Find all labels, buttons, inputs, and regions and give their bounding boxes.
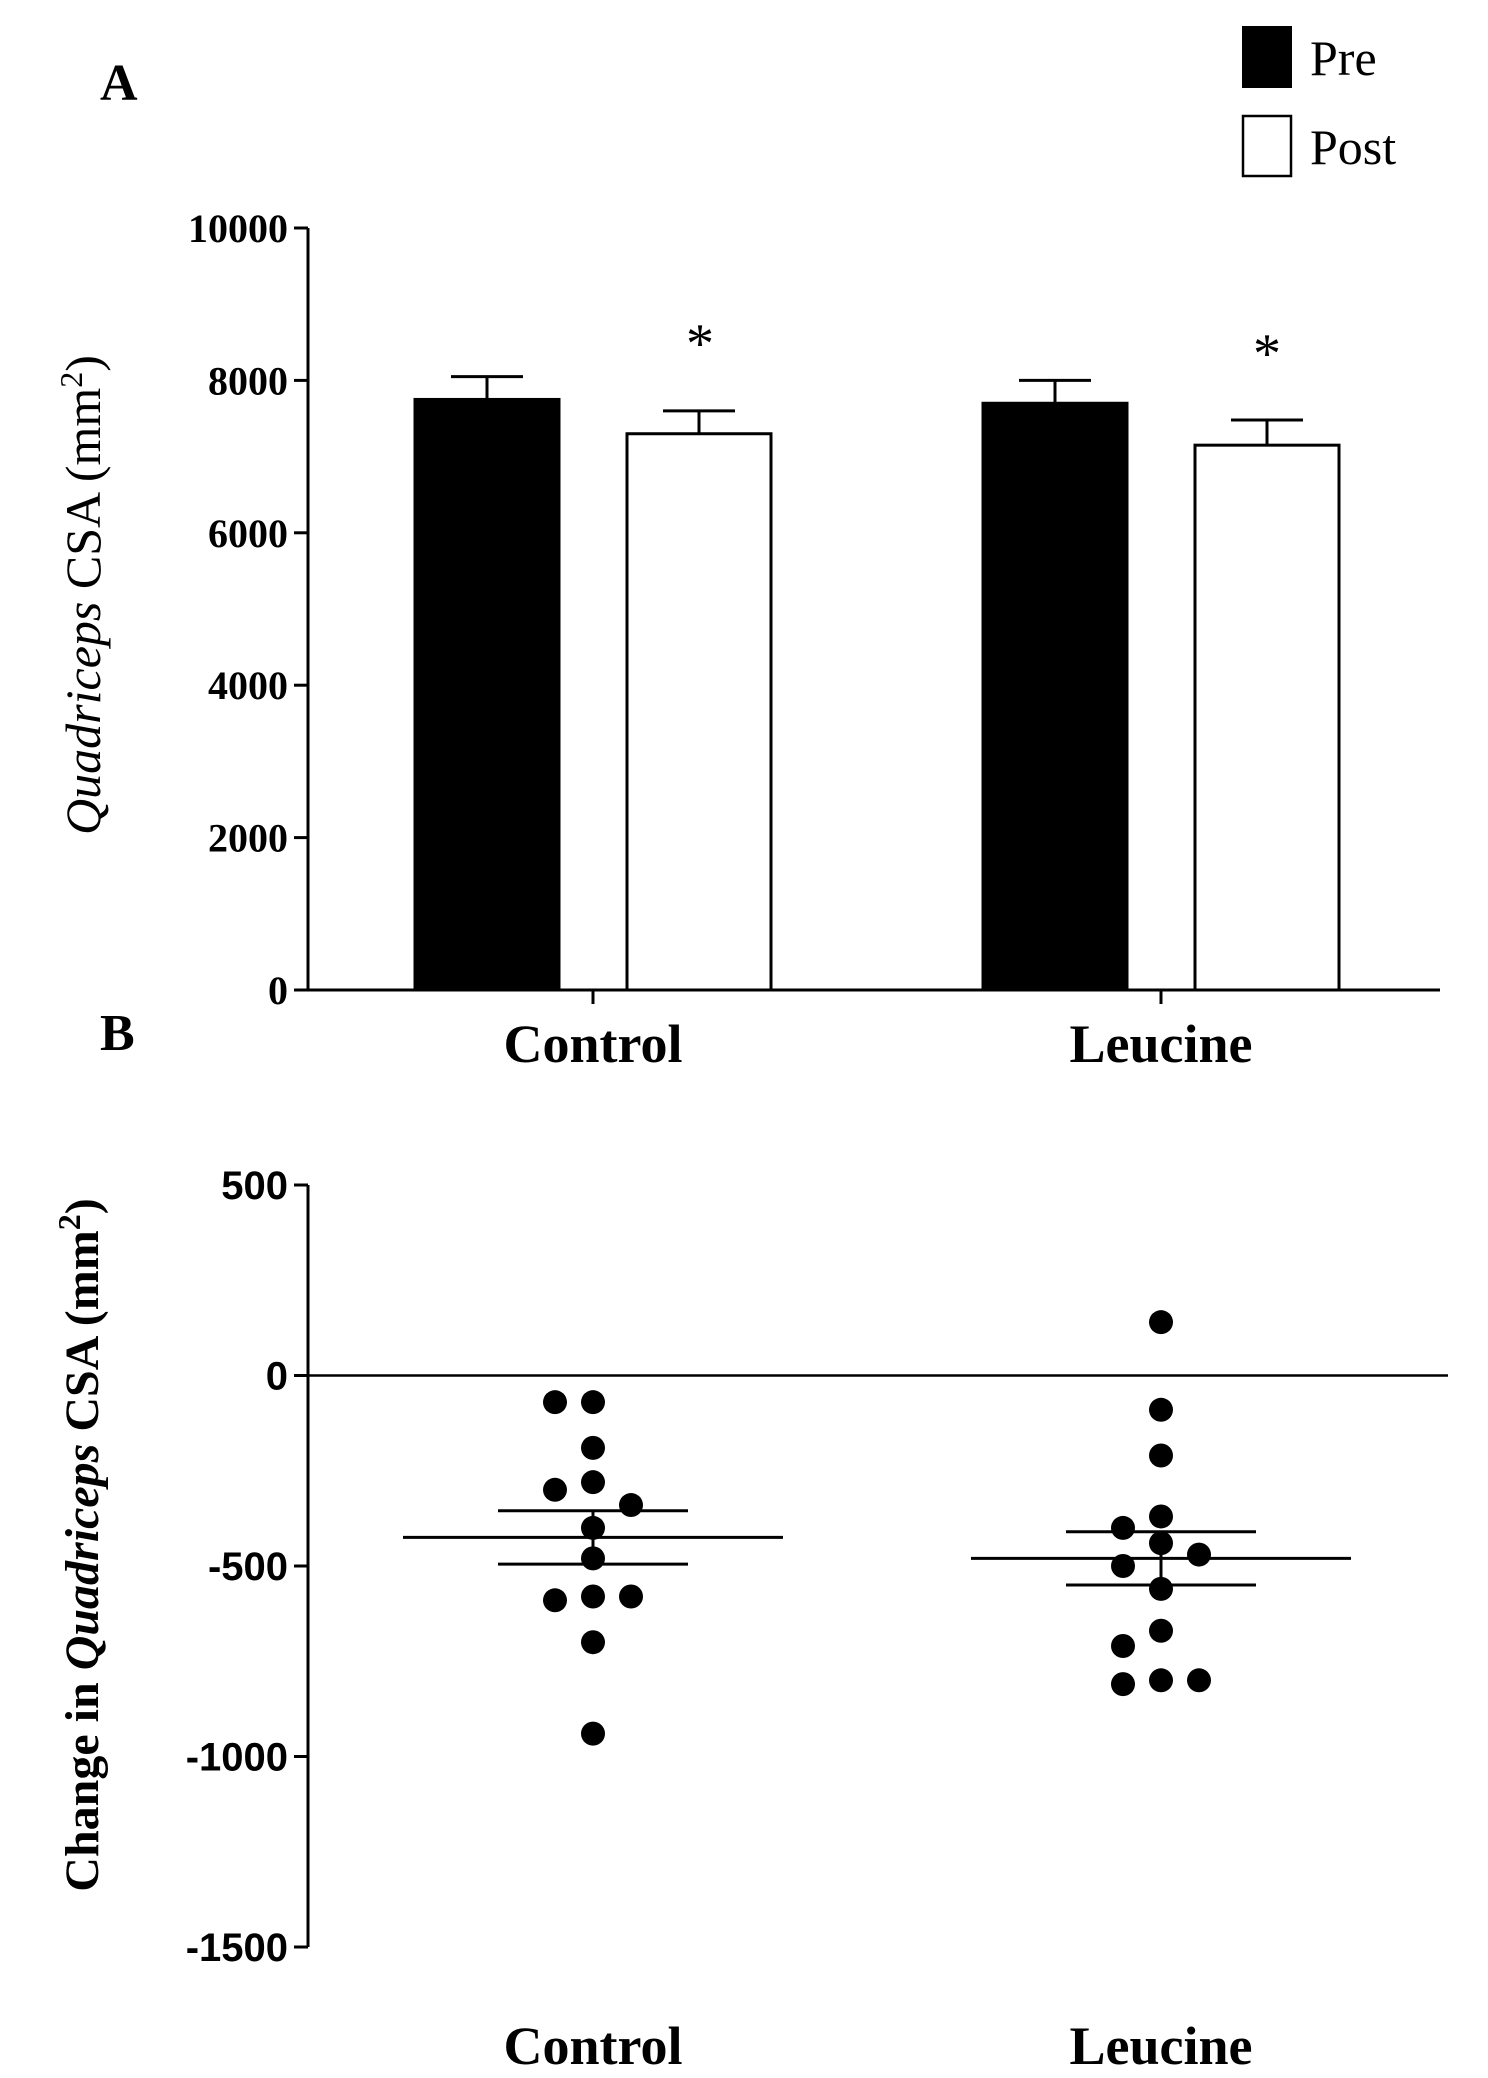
panel-b-point-control	[619, 1493, 643, 1518]
panel-b-category-control: Control	[503, 2016, 682, 2076]
legend-swatch-pre	[1242, 26, 1292, 88]
panel-b-point-control	[543, 1477, 567, 1502]
panel-b-point-leucine	[1149, 1443, 1173, 1468]
panel-b-y-ticks: 500 0 -500 -1000 -1500	[186, 1164, 308, 1970]
panel-a-category-leucine: Leucine	[1070, 1014, 1253, 1074]
panel-a-y-ticks: 0 2000 4000 6000 8000 10000	[188, 206, 308, 1013]
panel-b-point-control	[581, 1390, 605, 1415]
panel-b-ytick-label: -500	[208, 1545, 288, 1589]
panel-a-ytick-label: 8000	[208, 358, 288, 403]
panel-a-significance-control: *	[686, 313, 714, 375]
panel-b-ylabel-unit: CSA (mm	[56, 1230, 109, 1443]
panel-b-ylabel-prefix: Change in	[56, 1670, 109, 1891]
panel-a-bar-pre-leucine	[981, 401, 1129, 992]
panel-b-y-axis-label: Change in Quadriceps CSA (mm2)	[51, 1198, 109, 1891]
panel-a-ytick-label: 10000	[188, 206, 288, 251]
panel-b-point-leucine	[1149, 1576, 1173, 1601]
panel-a-ytick-label: 0	[268, 968, 288, 1013]
panel-a-ytick-label: 4000	[208, 663, 288, 708]
panel-b-point-leucine	[1187, 1542, 1211, 1567]
panel-b-point-leucine	[1149, 1310, 1173, 1335]
panel-b-point-control	[581, 1470, 605, 1495]
panel-b-mean-sem	[403, 1509, 1351, 1587]
panel-b-ylabel-close: )	[56, 1198, 109, 1214]
panel-b-point-leucine	[1111, 1554, 1135, 1578]
panel-a-bars	[413, 397, 1341, 992]
panel-a-bar-post-control	[625, 432, 773, 992]
panel-a-bar-post-leucine	[1193, 443, 1341, 992]
panel-b-point-leucine	[1111, 1634, 1135, 1659]
panel-b-point-leucine	[1149, 1618, 1173, 1643]
panel-a-y-axis-label: Quadriceps CSA (mm2)	[53, 355, 111, 835]
panel-b-ylabel-superscript: 2	[51, 1214, 87, 1230]
panel-b-point-control	[581, 1584, 605, 1609]
panel-b-point-leucine	[1149, 1504, 1173, 1529]
panel-a-significance-leucine: *	[1253, 323, 1281, 385]
legend: Pre Post	[1241, 26, 1396, 178]
panel-b-ytick-label: 500	[221, 1164, 288, 1208]
panel-a-ytick-label: 2000	[208, 816, 288, 861]
panel-b-point-leucine	[1149, 1397, 1173, 1422]
panel-b-ylabel-italic: Quadriceps	[56, 1444, 109, 1671]
panel-a-ylabel-close: )	[55, 355, 111, 372]
panel-a-bar-pre-control	[413, 397, 561, 992]
panel-a-error-bars	[451, 375, 1303, 446]
panel-a-x-ticks	[591, 990, 1163, 1004]
panel-b-ytick-label: 0	[266, 1355, 288, 1399]
panel-a-ylabel-unit: CSA (mm	[55, 388, 111, 602]
panel-a-ylabel-italic: Quadriceps	[55, 602, 111, 835]
legend-label-pre: Pre	[1310, 30, 1377, 86]
panel-b-scatter-chart: 500 0 -500 -1000 -1500 Control Leucine Chang…	[51, 1164, 1448, 2076]
panel-a-ytick-label: 6000	[208, 511, 288, 556]
panel-b-point-leucine	[1149, 1668, 1173, 1693]
panel-b-point-leucine	[1111, 1515, 1135, 1540]
panel-a-bar-chart: 0 2000 4000 6000 8000 10000 Control Leucine *…	[53, 206, 1440, 1074]
panel-a-category-control: Control	[503, 1014, 682, 1074]
panel-b-category-leucine: Leucine	[1070, 2016, 1253, 2076]
panel-a-ylabel-superscript: 2	[53, 372, 89, 388]
legend-swatch-post	[1241, 114, 1293, 178]
panel-b-point-leucine	[1111, 1672, 1135, 1697]
panel-b-point-control	[619, 1584, 643, 1609]
panel-b-ytick-label: -1000	[186, 1736, 288, 1780]
panel-b-point-control	[543, 1588, 567, 1613]
panel-b-point-control	[581, 1435, 605, 1460]
panel-b-point-control	[543, 1390, 567, 1415]
panel-b-point-control	[581, 1721, 605, 1746]
legend-label-post: Post	[1310, 119, 1396, 175]
panel-label-b: B	[100, 1005, 135, 1062]
panel-b-point-leucine	[1187, 1668, 1211, 1693]
panel-b-point-control	[581, 1630, 605, 1655]
panel-label-a: A	[100, 55, 138, 112]
panel-b-ytick-label: -1500	[186, 1926, 288, 1970]
